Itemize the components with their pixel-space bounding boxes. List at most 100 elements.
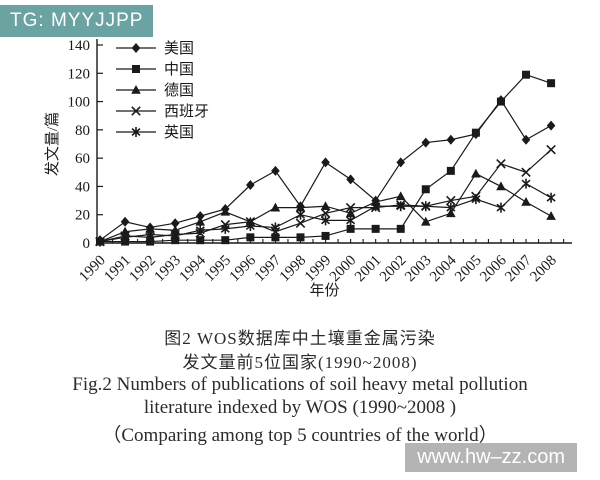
chart-text: 中国 (164, 61, 194, 78)
asterisk-marker-icon (95, 236, 105, 247)
caption-english-line2: literature indexed by WOS (1990~2008 ) (143, 397, 457, 418)
chart-text: 1990 (76, 253, 109, 286)
triangle-marker-icon (220, 206, 231, 216)
chart-text: 德国 (164, 81, 194, 99)
chart-text: 1999 (302, 253, 335, 286)
asterisk-marker-icon (546, 192, 556, 203)
x-marker-icon (521, 167, 531, 178)
square-marker-icon (446, 166, 455, 175)
square-marker-icon (271, 233, 280, 242)
x-marker-icon (496, 159, 506, 169)
caption-chinese-line1: 图2 WOS数据库中土壤重金属污染 (164, 329, 436, 348)
asterisk-marker-icon (270, 222, 280, 233)
chart-text: 1997 (252, 252, 285, 285)
x-marker-icon (546, 144, 556, 155)
square-marker-icon (296, 233, 305, 242)
chart-text: 美国 (164, 40, 194, 57)
triangle-marker-icon (295, 202, 306, 212)
x-marker-icon (345, 202, 356, 213)
triangle-marker-icon (145, 223, 155, 233)
chart-text: 2005 (452, 253, 485, 286)
diamond-marker-icon (346, 174, 355, 185)
chart-text: 0 (83, 236, 91, 252)
chart-text: 2001 (352, 253, 385, 286)
triangle-marker-icon (320, 201, 331, 211)
asterisk-marker-icon (446, 202, 456, 213)
chart-text: 2008 (527, 253, 560, 286)
asterisk-marker-icon (120, 232, 130, 243)
asterisk-marker-icon (346, 215, 356, 226)
x-marker-icon (320, 208, 331, 219)
square-marker-icon (221, 236, 230, 245)
square-marker-icon (346, 224, 355, 233)
triangle-marker-icon (471, 168, 481, 178)
triangle-marker-icon (345, 208, 356, 218)
asterisk-marker-icon (295, 209, 305, 220)
asterisk-marker-icon (131, 127, 141, 137)
diamond-marker-icon (396, 157, 406, 168)
chart-text: 1994 (177, 252, 210, 285)
watermark-top-left-text: TG: MYYJJPP (10, 10, 144, 31)
diamond-marker-icon (170, 218, 180, 229)
asterisk-marker-icon (521, 178, 531, 189)
diamond-marker-icon (421, 137, 431, 148)
watermark-top-left: TG: MYYJJPP (0, 5, 154, 37)
caption-chinese-line2: 发文量前5位国家(1990~2008) (182, 353, 418, 372)
line-chart: 0 20 40 60 80 100 120 140 1990 1991 1992 1993 1994 19… (43, 38, 572, 299)
asterisk-marker-icon (371, 201, 381, 212)
asterisk-marker-icon (321, 215, 331, 226)
chart-text: 发文量/篇 (43, 112, 61, 176)
asterisk-marker-icon (170, 230, 180, 241)
square-marker-icon (547, 79, 556, 88)
chart-text: 1993 (151, 253, 184, 286)
asterisk-marker-icon (245, 221, 255, 232)
square-marker-icon (496, 97, 505, 106)
diamond-marker-icon (321, 157, 330, 168)
diamond-marker-icon (521, 134, 531, 145)
diamond-marker-icon (546, 120, 556, 131)
chart-text: 20 (75, 208, 90, 224)
chart-text: 1991 (101, 253, 134, 286)
chart-text: 140 (68, 38, 91, 54)
chart-text: 2004 (427, 252, 460, 285)
square-marker-icon (522, 70, 531, 79)
square-marker-icon (371, 224, 380, 233)
asterisk-marker-icon (396, 201, 406, 212)
chart-text: 60 (75, 151, 90, 167)
triangle-marker-icon (420, 216, 431, 226)
caption-english-line1: Fig.2 Numbers of publications of soil he… (72, 374, 528, 395)
square-marker-icon (246, 233, 255, 242)
chart-text: 40 (75, 179, 90, 195)
chart-text: 2003 (402, 253, 435, 286)
square-marker-icon (471, 128, 480, 137)
x-marker-icon (131, 106, 141, 116)
chart-text: 2006 (477, 252, 510, 285)
triangle-marker-icon (270, 202, 281, 212)
chart-text: 2007 (502, 252, 535, 285)
chart-text: 1996 (227, 252, 260, 285)
asterisk-marker-icon (471, 194, 481, 205)
diamond-marker-icon (120, 216, 130, 227)
triangle-marker-icon (131, 85, 141, 94)
watermark-bottom-right-text: www.hw–zz.com (417, 446, 565, 468)
square-marker-icon (196, 236, 205, 245)
triangle-marker-icon (195, 216, 206, 226)
chart-text: 2000 (327, 253, 360, 286)
diamond-marker-icon (446, 134, 456, 145)
asterisk-marker-icon (195, 225, 205, 236)
chart-text: 1995 (202, 253, 235, 286)
asterisk-marker-icon (496, 202, 506, 213)
triangle-marker-icon (446, 208, 456, 218)
square-marker-icon (132, 65, 140, 73)
asterisk-marker-icon (145, 229, 155, 240)
x-marker-icon (295, 218, 306, 228)
triangle-marker-icon (521, 196, 531, 206)
diamond-marker-icon (271, 165, 280, 176)
chart-text: 年份 (309, 282, 339, 299)
chart-text: 100 (68, 95, 91, 111)
triangle-marker-icon (546, 211, 556, 220)
chart-svg: 0204060801001201401990199119921993199419… (43, 38, 572, 299)
diamond-marker-icon (246, 180, 255, 191)
square-marker-icon (421, 185, 430, 194)
asterisk-marker-icon (421, 201, 431, 212)
